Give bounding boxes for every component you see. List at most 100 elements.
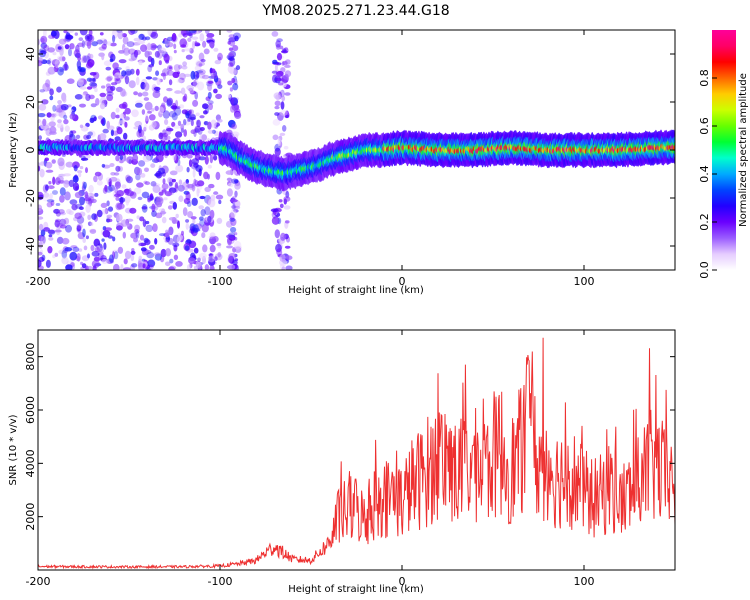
spectrogram-cell: [120, 219, 129, 227]
spectrogram-cell: [180, 87, 186, 95]
spectrogram-cell: [69, 43, 75, 50]
spectrogram-cell: [115, 165, 121, 172]
spectrogram-cell: [191, 41, 196, 50]
spectrogram-cell: [176, 78, 183, 84]
spectrogram-cell: [231, 131, 240, 137]
spectrogram-cell: [60, 104, 69, 111]
spectrogram-cell: [285, 114, 289, 118]
spectrogram-cell: [42, 195, 51, 202]
spectrogram-cell: [87, 214, 92, 220]
spectrogram-cell: [58, 209, 65, 215]
spectrogram-cell: [189, 47, 194, 54]
spectrogram-cell: [171, 178, 176, 183]
spectrogram-cell: [165, 248, 172, 257]
spectrogram-cell: [274, 63, 278, 72]
spectrogram-cell: [284, 245, 291, 249]
spectrogram-cell: [199, 127, 205, 131]
spectrogram-cell: [113, 263, 120, 270]
spectrogram-cell: [130, 232, 138, 239]
spectrogram-cell: [69, 130, 74, 138]
spectrogram-cell: [210, 74, 218, 79]
spectrogram-cell: [91, 41, 98, 47]
spectrogram-cell: [100, 118, 105, 125]
spectrogram-cell: [128, 30, 136, 36]
spectrogram-cell: [47, 47, 55, 53]
spectrogram-cell: [78, 37, 84, 41]
spectrogram-cell: [284, 73, 289, 81]
spectrogram-cell: [203, 48, 210, 55]
spectrogram-cell: [162, 129, 167, 135]
spectrogram-cell: [131, 263, 138, 268]
spectrogram-cell: [49, 192, 53, 200]
spectrogram-cell: [215, 194, 224, 200]
spectrogram-cell: [138, 255, 143, 261]
spectrogram-cell: [141, 109, 146, 115]
spectrogram-cell: [40, 236, 46, 245]
spectrogram-cell: [82, 237, 86, 243]
spectrogram-cell: [181, 109, 188, 115]
spectrogram-cell: [173, 125, 181, 129]
spectrogram-cell: [134, 229, 140, 234]
spectrogram-cell: [188, 257, 196, 265]
spectrogram-cell: [82, 228, 86, 238]
spectrogram-cell: [198, 205, 204, 210]
spectrogram-cell: [116, 190, 125, 197]
spectrogram-cell: [142, 154, 151, 163]
spectrogram-cell: [173, 64, 181, 72]
spectrogram-cell: [40, 42, 47, 49]
spectrogram-cell: [55, 211, 61, 217]
spectrogram-cell: [187, 183, 195, 190]
spectrogram-cell: [180, 123, 185, 131]
spectrogram-cell: [73, 49, 81, 57]
spectrogram-cell: [203, 171, 209, 180]
spectrogram-cell: [154, 50, 160, 58]
spectrogram-cell: [214, 59, 221, 65]
spectrogram-cell: [232, 45, 239, 52]
spectrogram-cell: [109, 163, 115, 167]
spectrogram-cell: [279, 132, 286, 136]
spectrogram-cell: [103, 39, 108, 46]
spectrogram-cell: [143, 123, 148, 131]
spectrogram-cell: [43, 30, 47, 37]
spectrogram-cell: [63, 179, 70, 188]
spectrogram-cell: [202, 103, 209, 110]
spectrogram-cell: [144, 181, 151, 186]
spectrogram-cell: [133, 187, 142, 195]
spectrogram-cell: [181, 230, 184, 236]
spectrogram-cell: [230, 205, 237, 209]
spectrogram-cell: [285, 255, 293, 260]
spectrogram-cell: [189, 33, 193, 39]
spectrogram-cell: [93, 175, 98, 183]
spectrogram-cell: [126, 218, 134, 222]
spectrogram-cell: [140, 247, 147, 252]
spectrogram-cell: [120, 88, 126, 97]
spectrogram-cell: [146, 267, 151, 270]
spectrogram-cell: [116, 213, 123, 222]
spectrogram-cell: [46, 59, 51, 65]
spectrogram-cell: [97, 115, 104, 120]
spectrogram-cell: [79, 86, 87, 90]
spectrogram-cell: [270, 208, 279, 213]
spectrogram-cell: [167, 237, 174, 245]
spectrogram-cell: [171, 112, 178, 121]
spectrogram-cell: [161, 216, 167, 224]
spectrogram-cell: [95, 98, 100, 106]
spectrogram-cell: [94, 87, 98, 93]
spectrogram-cell: [155, 70, 160, 76]
spectrogram-cell: [155, 212, 163, 219]
spectrogram-cell: [38, 119, 42, 123]
spectrogram-cell: [59, 218, 67, 226]
spectrogram-cell: [99, 133, 107, 141]
spectrogram-cell: [40, 37, 45, 43]
spectrogram-cell: [178, 179, 183, 185]
spectrogram-cell: [166, 70, 175, 76]
spectrogram-cell: [93, 116, 97, 122]
spectrogram-cell: [106, 75, 113, 81]
y-tick-label: 6000: [24, 396, 37, 424]
spectrogram-cell: [104, 208, 109, 215]
spectrogram-cell: [184, 48, 192, 52]
spectrogram-cell: [196, 119, 201, 128]
spectrogram-cell: [178, 195, 184, 202]
spectrogram-cell: [41, 254, 46, 261]
spectrogram-cell: [160, 72, 166, 77]
